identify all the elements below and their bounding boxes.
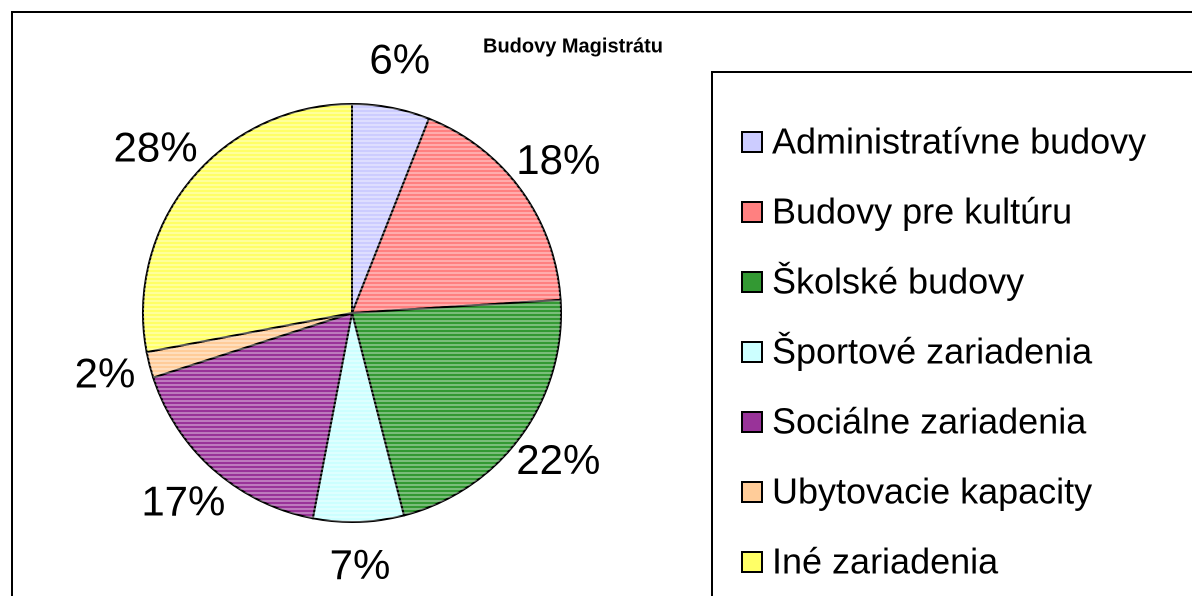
legend-label: Sociálne zariadenia (772, 401, 1087, 442)
legend-swatch (741, 551, 763, 573)
legend-swatch (741, 201, 763, 223)
legend-label: Iné zariadenia (772, 541, 999, 582)
data-label: 22% (516, 436, 600, 483)
data-label: 7% (330, 541, 391, 588)
legend-swatch (741, 411, 763, 433)
legend-swatch (741, 131, 763, 153)
chart-title: Budovy Magistrátu (483, 35, 663, 57)
data-label: 6% (369, 36, 430, 83)
legend-label: Administratívne budovy (772, 121, 1146, 162)
pie (142, 102, 562, 523)
data-label: 28% (113, 124, 197, 171)
legend-swatch (741, 341, 763, 363)
legend-swatch (741, 271, 763, 293)
legend-swatch (741, 481, 763, 503)
data-label: 2% (75, 350, 136, 397)
legend-label: Ubytovacie kapacity (772, 471, 1092, 512)
data-label: 17% (141, 477, 225, 524)
legend-label: Budovy pre kultúru (772, 191, 1072, 232)
legend-label: Športové zariadenia (772, 331, 1093, 372)
legend-label: Školské budovy (772, 261, 1024, 302)
legend-box (711, 71, 1192, 596)
data-label: 18% (516, 136, 600, 183)
